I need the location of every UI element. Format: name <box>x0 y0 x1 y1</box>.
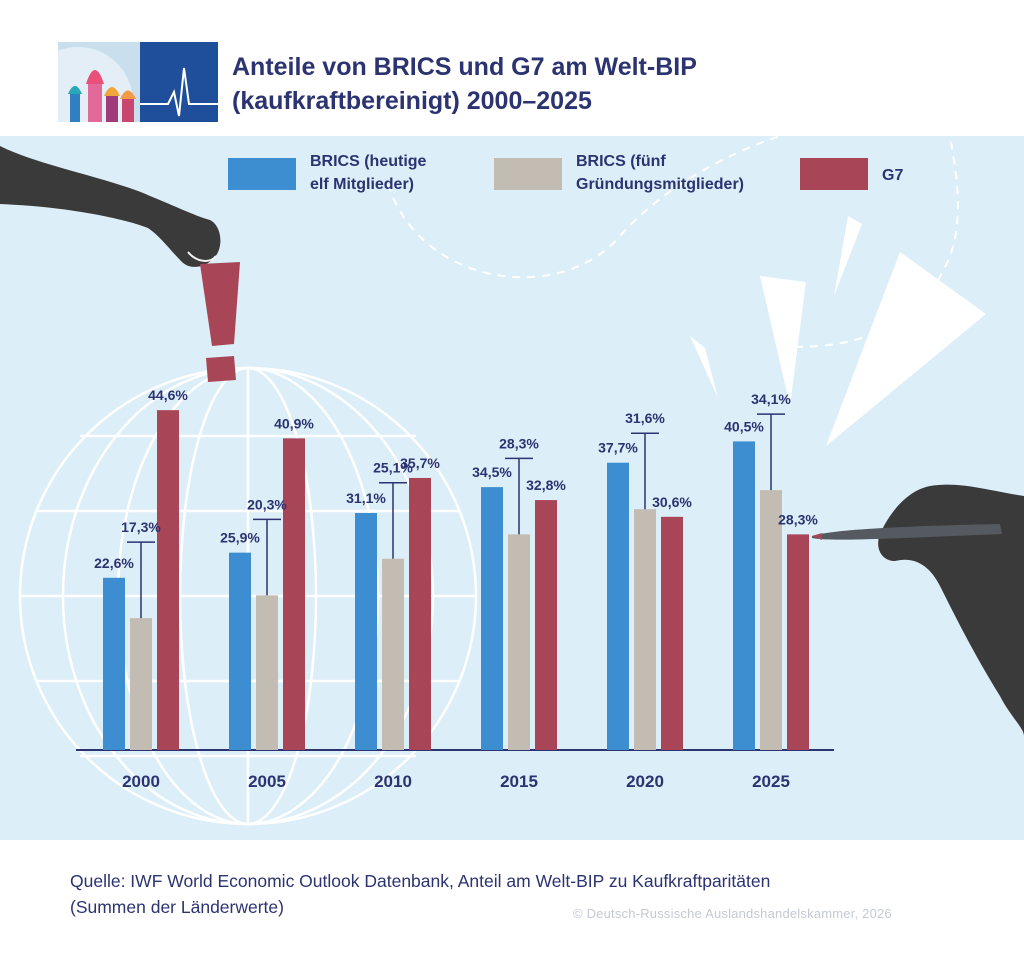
dashed-arc-decoration <box>779 136 959 348</box>
copyright-note: © Deutsch-Russische Auslandshandelskamme… <box>573 906 892 921</box>
legend-label-series-2-line-1: BRICS (fünf <box>576 153 666 170</box>
source-line-1: Quelle: IWF World Economic Outlook Daten… <box>70 871 771 891</box>
chart-canvas: 22,6% 17,3% 44,6% 25,9% 20,3% 40,9% 31,1% 25,1%… <box>0 136 1024 826</box>
value-label-2000-series-3: 44,6% <box>148 387 188 403</box>
chart-legend: BRICS (heutige elf Mitglieder) BRICS (fünf… <box>228 153 903 193</box>
bar-2015-series-3 <box>535 500 557 750</box>
x-tick-label-2010: 2010 <box>374 772 412 791</box>
halftone-hand-with-pen-icon <box>812 484 1024 736</box>
legend-label-series-1-line-2: elf Mitglieder) <box>310 176 414 193</box>
value-label-2010-series-3: 35,7% <box>400 455 440 471</box>
x-tick-label-2025: 2025 <box>752 772 790 791</box>
x-tick-label-2015: 2015 <box>500 772 538 791</box>
source-line-2: (Summen der Länderwerte) <box>70 897 284 917</box>
bar-2000-series-1 <box>103 577 125 750</box>
x-tick-label-2005: 2005 <box>248 772 286 791</box>
value-label-2005-series-2: 20,3% <box>247 496 287 512</box>
bar-2025-series-3 <box>787 534 809 750</box>
chart-title: Anteile von BRICS und G7 am Welt-BIP (ka… <box>232 50 932 118</box>
bar-2010-series-2 <box>382 558 404 750</box>
legend-swatch-series-3 <box>800 158 868 190</box>
bar-2010-series-1 <box>355 513 377 750</box>
chart-value-labels: 22,6% 17,3% 44,6% 25,9% 20,3% 40,9% 31,1% 25,1%… <box>94 387 818 619</box>
x-tick-label-2020: 2020 <box>626 772 664 791</box>
chart-panel: 22,6% 17,3% 44,6% 25,9% 20,3% 40,9% 31,1% 25,1%… <box>0 136 1024 840</box>
legend-label-series-3-line-1: G7 <box>882 167 903 184</box>
source-note: Quelle: IWF World Economic Outlook Daten… <box>70 868 770 920</box>
value-label-2020-series-1: 37,7% <box>598 440 638 456</box>
bar-2020-series-2 <box>634 509 656 750</box>
chart-x-tick-labels: 2000 2005 2010 2015 2020 2025 <box>122 772 790 791</box>
bar-2015-series-2 <box>508 534 530 750</box>
value-label-2015-series-1: 34,5% <box>472 464 512 480</box>
legend-swatch-series-2 <box>494 158 562 190</box>
value-label-2005-series-1: 25,9% <box>220 530 260 546</box>
burst-rays-decoration <box>690 216 986 446</box>
chart-bars <box>103 410 809 750</box>
value-label-2015-series-2: 28,3% <box>499 435 539 451</box>
bar-2000-series-2 <box>130 618 152 750</box>
value-label-2000-series-2: 17,3% <box>121 519 161 535</box>
halftone-hand-icon <box>0 146 221 267</box>
value-label-2000-series-1: 22,6% <box>94 555 134 571</box>
bar-2005-series-2 <box>256 595 278 750</box>
legend-label-series-1-line-1: BRICS (heutige <box>310 153 427 170</box>
exclamation-mark-icon <box>200 262 240 382</box>
x-tick-label-2000: 2000 <box>122 772 160 791</box>
bar-2005-series-1 <box>229 552 251 750</box>
chart-title-line-2: (kaufkraftbereinigt) 2000–2025 <box>232 87 592 115</box>
legend-label-series-2-line-2: Gründungsmitglieder) <box>576 176 744 193</box>
bar-2020-series-1 <box>607 462 629 750</box>
value-label-2025-series-1: 40,5% <box>724 418 764 434</box>
bar-2025-series-1 <box>733 441 755 750</box>
value-label-2020-series-3: 30,6% <box>652 494 692 510</box>
legend-swatch-series-1 <box>228 158 296 190</box>
value-label-2010-series-2: 25,1% <box>373 460 413 476</box>
value-label-2010-series-1: 31,1% <box>346 490 386 506</box>
bar-2015-series-1 <box>481 487 503 750</box>
dashed-swirl-decoration <box>387 136 781 279</box>
bar-2005-series-3 <box>283 438 305 750</box>
bar-2020-series-3 <box>661 516 683 750</box>
bar-2000-series-3 <box>157 410 179 750</box>
bar-2025-series-2 <box>760 490 782 750</box>
bar-2010-series-3 <box>409 477 431 750</box>
value-label-2020-series-2: 31,6% <box>625 410 665 426</box>
kremlin-domes-heartbeat-logo <box>58 42 218 122</box>
value-label-2025-series-3: 28,3% <box>778 511 818 527</box>
value-label-2025-series-2: 34,1% <box>751 391 791 407</box>
value-label-2005-series-3: 40,9% <box>274 415 314 431</box>
value-label-2015-series-3: 32,8% <box>526 477 566 493</box>
chart-title-line-1: Anteile von BRICS und G7 am Welt-BIP <box>232 53 697 81</box>
